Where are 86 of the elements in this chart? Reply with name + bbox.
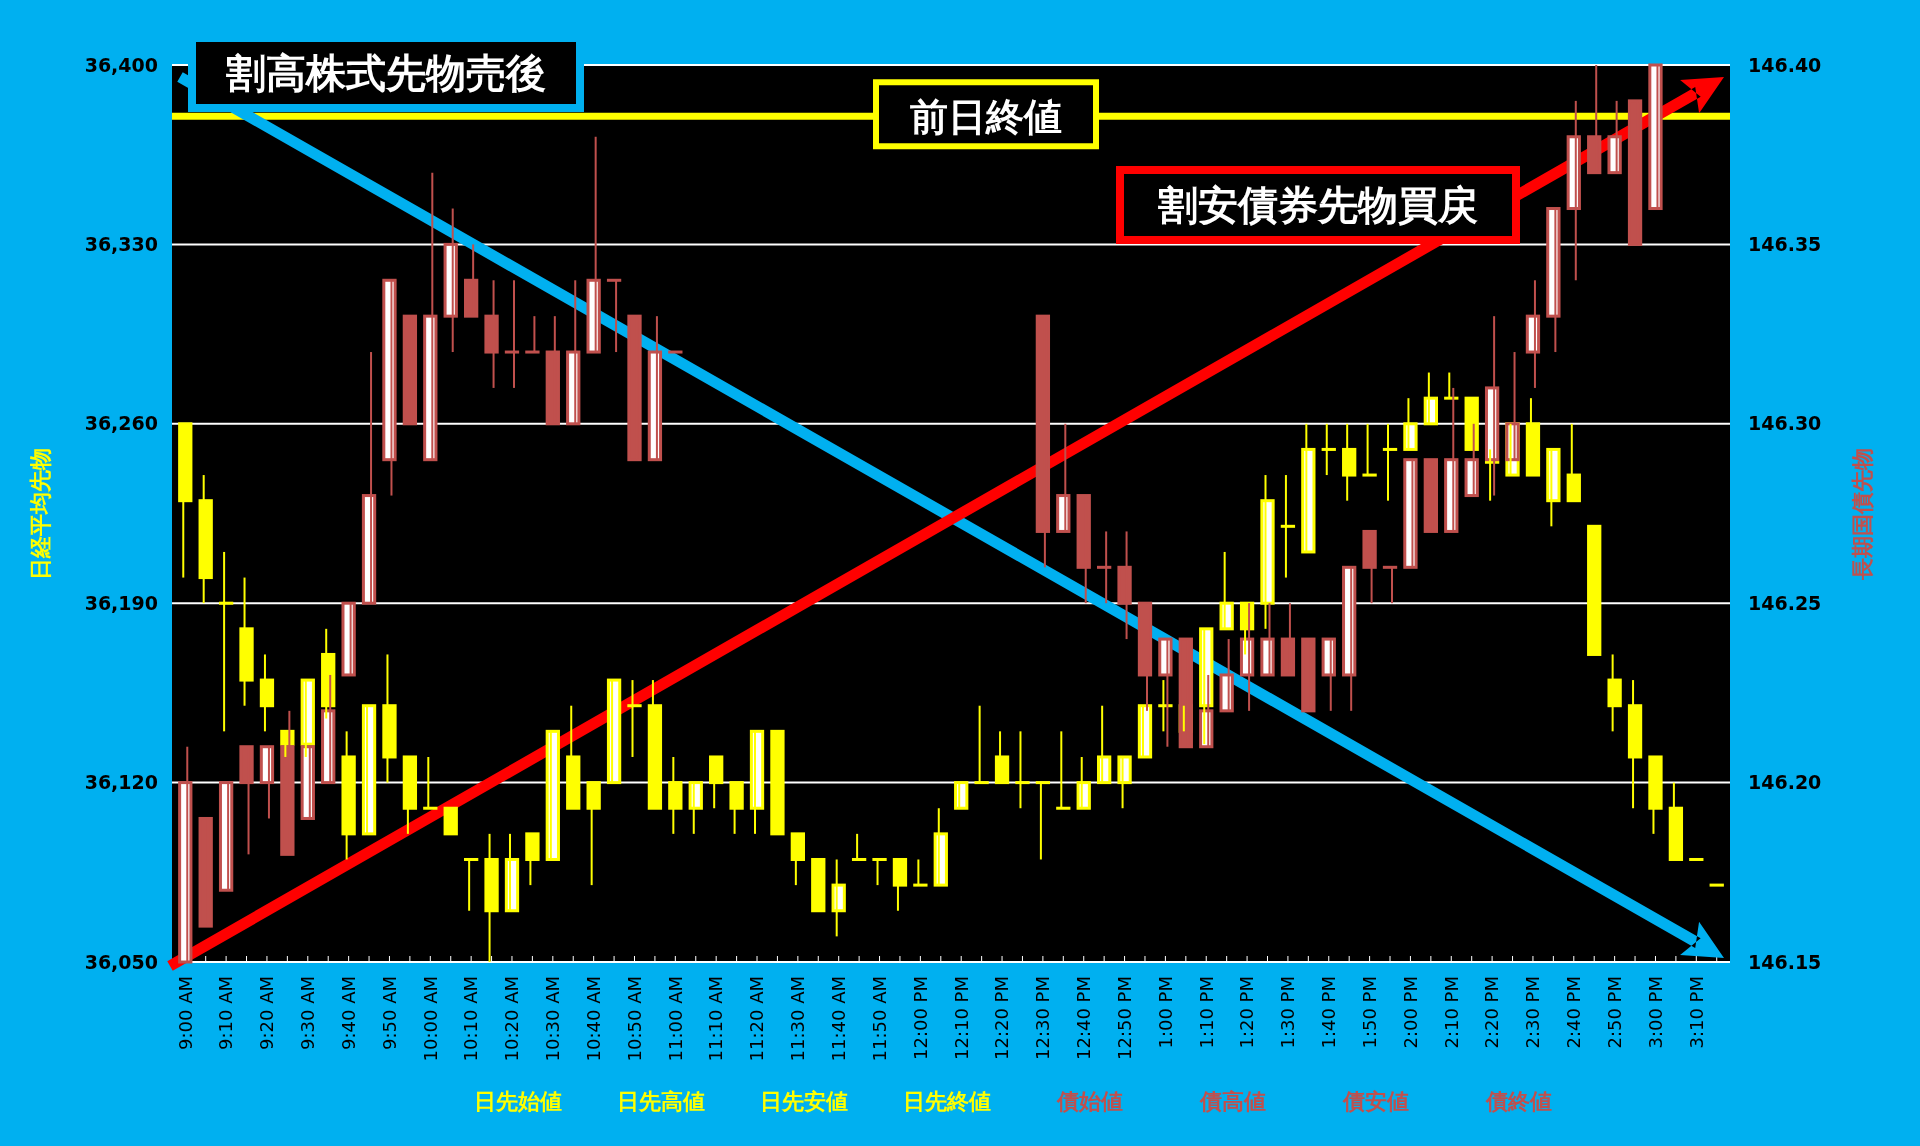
x-tick-label: 10:30 AM — [542, 976, 564, 1062]
x-tick-label: 11:10 AM — [705, 976, 727, 1062]
text: 債始値 — [1056, 1088, 1123, 1114]
text: 日先終値 — [903, 1088, 991, 1114]
candlestick — [1607, 653, 1622, 733]
y2-tick-label: 146.40 — [1748, 53, 1822, 76]
x-tick-label: 10:10 AM — [460, 976, 482, 1062]
candlestick — [851, 832, 867, 861]
text: 日先安値 — [760, 1088, 848, 1114]
candlestick — [1423, 458, 1438, 533]
x-tick-label: 12:50 PM — [1113, 976, 1135, 1060]
text: 債終値 — [1485, 1088, 1552, 1114]
x-tick-label: 1:10 PM — [1195, 976, 1217, 1049]
x-tick-label: 9:00 AM — [174, 976, 196, 1050]
y-tick-label: 36,050 — [84, 950, 158, 973]
y2-tick-label: 146.15 — [1748, 950, 1822, 973]
x-tick-label: 11:00 AM — [664, 976, 686, 1062]
candlestick — [443, 806, 458, 836]
candlestick — [770, 729, 785, 836]
x-tick-label: 10:00 AM — [419, 976, 441, 1062]
x-tick-label: 1:20 PM — [1236, 976, 1258, 1049]
y-tick-label: 36,330 — [84, 233, 158, 256]
candlestick — [1301, 637, 1316, 713]
y2-tick-label: 146.25 — [1748, 591, 1822, 614]
candlestick — [872, 857, 887, 887]
y-tick-label: 36,260 — [84, 412, 158, 435]
x-tick-label: 10:50 AM — [623, 976, 645, 1062]
candlestick — [1403, 458, 1418, 569]
x-tick-label: 2:20 PM — [1481, 976, 1503, 1049]
y2-axis-title: 長期国債先物 — [1850, 447, 1875, 581]
candlestick — [1362, 422, 1377, 477]
candlestick — [1178, 637, 1193, 749]
x-tick-label: 9:20 AM — [256, 976, 278, 1050]
x-tick-label: 3:10 PM — [1685, 976, 1707, 1049]
x-tick-label: 12:20 PM — [991, 976, 1013, 1060]
x-tick-label: 3:00 PM — [1644, 976, 1666, 1049]
x-tick-label: 11:50 AM — [868, 976, 890, 1062]
x-tick-label: 1:00 PM — [1154, 976, 1176, 1049]
candlestick — [484, 832, 499, 963]
y-tick-label: 36,120 — [84, 771, 158, 794]
x-tick-label: 12:00 PM — [909, 976, 931, 1060]
ref-line-label: 前日終値 — [910, 94, 1062, 139]
x-tick-label: 10:20 AM — [501, 976, 523, 1062]
y2-tick-label: 146.20 — [1748, 771, 1822, 794]
candlestick — [1627, 99, 1643, 246]
candlestick — [729, 781, 744, 835]
y2-tick-label: 146.30 — [1748, 412, 1822, 435]
candlestick — [198, 816, 213, 928]
x-tick-label: 11:20 AM — [746, 976, 768, 1062]
y-tick-label: 36,400 — [84, 53, 158, 76]
x-tick-label: 9:40 AM — [337, 976, 359, 1050]
text: 日先始値 — [474, 1088, 562, 1114]
text: 債高値 — [1199, 1088, 1266, 1114]
candlestick — [811, 857, 826, 913]
candlestick — [1587, 524, 1602, 656]
x-tick-label: 2:40 PM — [1563, 976, 1585, 1049]
candlestick — [402, 314, 418, 426]
candlestick — [974, 704, 989, 785]
x-tick-label: 10:40 AM — [582, 976, 604, 1062]
x-tick-label: 2:00 PM — [1399, 976, 1421, 1049]
x-tick-label: 2:50 PM — [1603, 976, 1625, 1049]
x-tick-label: 11:40 AM — [827, 976, 849, 1062]
x-tick-label: 1:40 PM — [1318, 976, 1340, 1049]
candlestick — [525, 315, 540, 354]
x-tick-label: 2:30 PM — [1522, 976, 1544, 1049]
y2-tick-label: 146.35 — [1748, 233, 1822, 256]
x-tick-label: 12:40 PM — [1073, 976, 1095, 1060]
x-tick-label: 9:30 AM — [297, 976, 319, 1050]
text: 日先高値 — [617, 1088, 705, 1114]
candlestick — [627, 679, 642, 758]
y-axis-title: 日経平均先物 — [28, 447, 53, 580]
x-tick-label: 1:30 PM — [1277, 976, 1299, 1049]
x-tick-label: 12:10 PM — [950, 976, 972, 1060]
x-tick-label: 1:50 PM — [1358, 976, 1380, 1049]
candlestick — [627, 314, 642, 462]
candlestick — [341, 730, 356, 861]
annotation: 割高株式先物売後 — [226, 50, 546, 96]
annotation: 割安債券先物買戻 — [1158, 182, 1478, 228]
x-tick-label: 9:10 AM — [215, 976, 237, 1050]
x-tick-label: 12:30 PM — [1032, 976, 1054, 1060]
x-tick-label: 9:50 AM — [378, 976, 400, 1050]
candlestick — [239, 576, 254, 707]
text: 債安値 — [1342, 1088, 1409, 1114]
y-tick-label: 36,190 — [84, 591, 158, 614]
x-tick-label: 11:30 AM — [787, 976, 809, 1062]
x-tick-label: 2:10 PM — [1440, 976, 1462, 1049]
